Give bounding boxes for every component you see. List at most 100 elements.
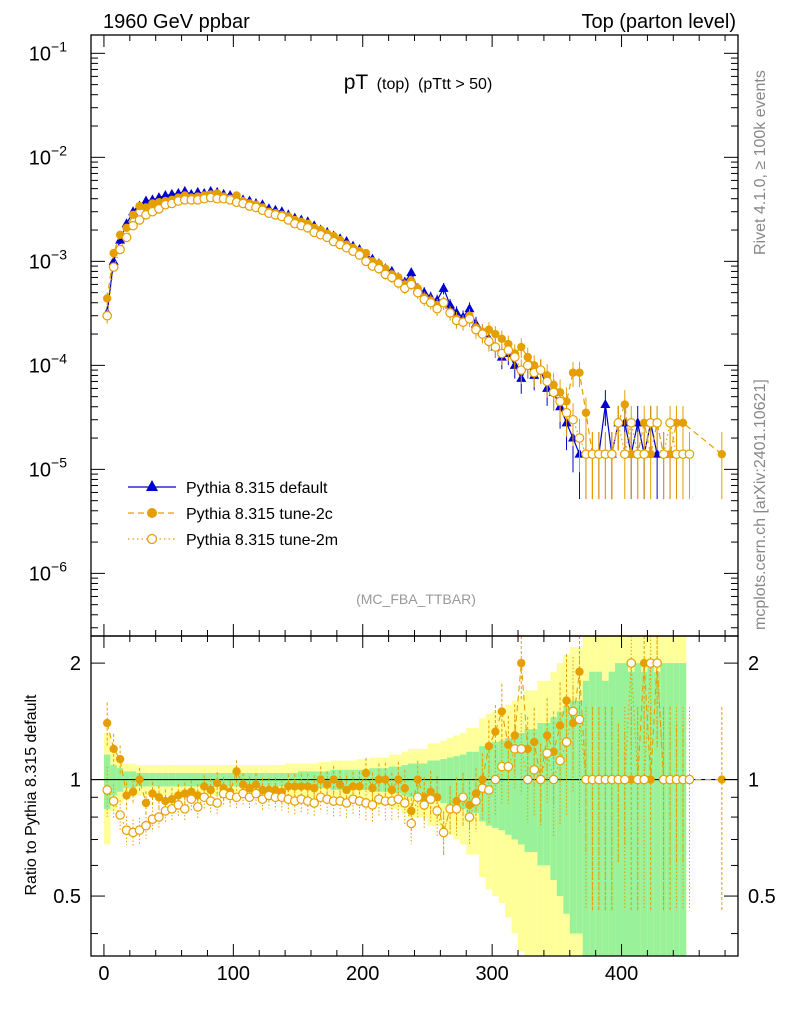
data-point xyxy=(581,408,591,417)
ratio-point xyxy=(399,798,410,808)
x-tick-label: 300 xyxy=(475,963,508,985)
ratio-band-inner xyxy=(453,756,460,807)
ratio-point xyxy=(717,775,727,784)
ratio-point xyxy=(548,774,559,785)
y-tick-labels: 10−1 10−2 10−3 10−4 10−5 10−6 xyxy=(29,38,67,585)
ratio-point xyxy=(562,696,571,705)
legend-item-tune-2m: Pythia 8.315 tune-2m xyxy=(128,532,338,549)
ratio-band-inner xyxy=(427,760,434,802)
y-tick-label: 10−2 xyxy=(29,142,67,169)
ratio-point xyxy=(497,707,507,716)
ratio-point xyxy=(413,775,422,784)
data-point xyxy=(665,449,675,459)
data-point xyxy=(652,418,662,428)
plot-title-paren2: (pTtt > 50) xyxy=(418,76,492,93)
data-point xyxy=(115,234,126,244)
data-point xyxy=(464,303,475,313)
x-tick-labels: 0 100 200 300 400 xyxy=(98,963,638,985)
ratio-band-inner xyxy=(569,700,577,934)
data-point xyxy=(646,449,655,459)
legend-marker-open-circle xyxy=(146,533,158,545)
x-tick-label: 400 xyxy=(605,963,638,985)
data-point xyxy=(128,220,138,231)
ratio-point xyxy=(646,775,655,784)
source-label: mcplots.cern.ch [arXiv:2401.10621] xyxy=(752,379,769,630)
ratio-ylabel: Ratio to Pythia 8.315 default xyxy=(23,694,40,896)
ratio-point xyxy=(335,780,345,789)
ratio-point xyxy=(542,748,552,758)
ratio-band-inner xyxy=(420,763,428,798)
ratio-point xyxy=(555,755,565,766)
data-point xyxy=(484,325,494,334)
ratio-point xyxy=(491,727,500,736)
main-series xyxy=(102,185,727,500)
ratio-point xyxy=(329,775,338,784)
data-point xyxy=(555,396,565,407)
ratio-point xyxy=(407,806,416,816)
data-point xyxy=(102,294,112,303)
ratio-point xyxy=(284,782,293,791)
ratio-point xyxy=(575,667,584,676)
ratio-point xyxy=(135,775,144,784)
ratio-point xyxy=(627,775,636,784)
series-2 xyxy=(102,192,695,500)
data-point xyxy=(613,418,624,428)
data-point xyxy=(672,418,681,428)
data-point xyxy=(412,287,423,298)
ratio-point xyxy=(639,658,649,668)
y-tick-label: 10−6 xyxy=(29,558,67,585)
ratio-point xyxy=(309,798,320,808)
ratio-point xyxy=(374,775,384,784)
ratio-tick-label-right: 2 xyxy=(748,653,759,675)
ratio-point xyxy=(180,804,190,814)
ratio-tick-label-left: 2 xyxy=(70,653,81,675)
data-point xyxy=(626,418,637,428)
data-point xyxy=(535,365,546,375)
data-point xyxy=(548,387,559,398)
ratio-point xyxy=(316,775,325,784)
ratio-band-inner xyxy=(640,671,648,956)
ratio-point xyxy=(251,788,261,799)
ratio-band-inner xyxy=(485,743,493,826)
data-point xyxy=(517,342,526,352)
ratio-point xyxy=(522,774,533,785)
ratio-point xyxy=(490,774,501,785)
ratio-band-inner xyxy=(653,671,661,956)
data-point xyxy=(568,368,578,377)
data-point xyxy=(387,272,397,283)
ratio-point xyxy=(432,806,442,816)
data-point xyxy=(522,360,533,371)
ratio-point xyxy=(516,744,527,754)
ratio-point xyxy=(141,820,151,831)
ratio-point xyxy=(425,794,436,804)
ratio-point xyxy=(471,796,481,806)
data-point xyxy=(374,263,384,274)
data-point xyxy=(115,244,125,255)
legend-item-tune-2c: Pythia 8.315 tune-2c xyxy=(128,506,333,523)
ratio-point xyxy=(232,767,241,776)
ratio-point xyxy=(154,812,164,822)
ratio-point xyxy=(251,780,261,789)
data-point xyxy=(438,282,449,292)
ratio-point xyxy=(212,778,222,788)
data-point xyxy=(135,201,144,211)
ratio-tick-label-right: 0.5 xyxy=(748,886,776,908)
ratio-point xyxy=(322,780,332,789)
ratio-point xyxy=(412,792,423,803)
data-point xyxy=(600,399,611,409)
data-point xyxy=(484,336,494,347)
data-point xyxy=(574,433,585,443)
data-point xyxy=(627,449,636,459)
ratio-point xyxy=(348,782,358,791)
ratio-point xyxy=(122,791,131,800)
header-right: Top (parton level) xyxy=(581,11,736,33)
ratio-point xyxy=(180,789,190,798)
legend-label: Pythia 8.315 default xyxy=(186,480,328,497)
data-point xyxy=(490,342,501,352)
ratio-point xyxy=(367,800,378,810)
ratio-point xyxy=(148,789,157,798)
ratio-tick-label-left: 1 xyxy=(70,770,81,792)
ratio-point xyxy=(368,784,377,793)
data-point xyxy=(620,400,629,409)
data-point xyxy=(406,267,417,277)
